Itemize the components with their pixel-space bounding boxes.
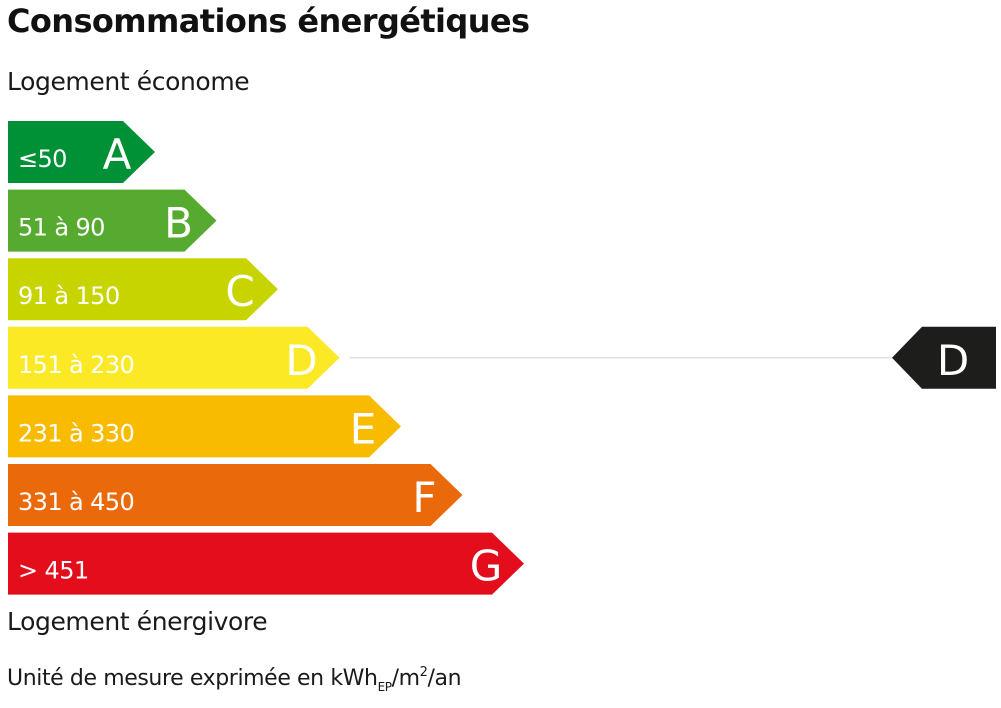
energy-band-range: 51 à 90 [18, 214, 105, 242]
energy-band-c: 91 à 150 C [8, 258, 278, 321]
current-class-letter: D [937, 336, 969, 385]
energy-band-d: 151 à 230 D [8, 326, 340, 389]
energy-band-range: > 451 [18, 557, 89, 585]
energy-band-range: 91 à 150 [18, 282, 120, 310]
energy-band-g: > 451 G [8, 532, 524, 595]
energy-band-range: 331 à 450 [18, 488, 134, 516]
unit-prefix: Unité de mesure exprimée en kWh [7, 666, 378, 691]
energy-band-a: ≤50 A [8, 121, 155, 183]
unit-suffix: /an [427, 666, 462, 691]
energy-band-bar [8, 395, 401, 458]
energy-band-letter: E [350, 404, 377, 453]
unit-superscript: 2 [419, 665, 428, 680]
energy-band-letter: F [412, 473, 436, 522]
energy-band-bar [8, 326, 340, 389]
energy-band-letter: B [164, 199, 193, 248]
current-class-indicator [892, 326, 996, 389]
energy-band-bar [8, 258, 278, 321]
energy-band-b: 51 à 90 B [8, 189, 217, 252]
energy-band-letter: A [103, 130, 132, 179]
unit-caption: Unité de mesure exprimée en kWhEP/m2/an [7, 665, 462, 694]
energy-band-letter: G [470, 542, 503, 591]
unit-subscript: EP [377, 680, 392, 694]
energy-band-range: ≤50 [18, 145, 67, 173]
energy-band-bar [8, 464, 463, 526]
energy-band-f: 331 à 450 F [8, 464, 463, 526]
energy-band-e: 231 à 330 E [8, 395, 401, 458]
energy-band-letter: C [225, 267, 254, 316]
energy-band-bar [8, 121, 155, 183]
page-title: Consommations énergétiques [7, 2, 530, 40]
energy-band-bar [8, 532, 524, 595]
energy-band-range: 231 à 330 [18, 419, 134, 447]
energy-band-bar [8, 189, 217, 252]
label-efficient: Logement économe [7, 67, 250, 96]
energy-band-range: 151 à 230 [18, 351, 134, 379]
label-inefficient: Logement énergivore [7, 607, 268, 636]
energy-band-letter: D [285, 336, 317, 385]
unit-mid: /m [391, 666, 420, 691]
